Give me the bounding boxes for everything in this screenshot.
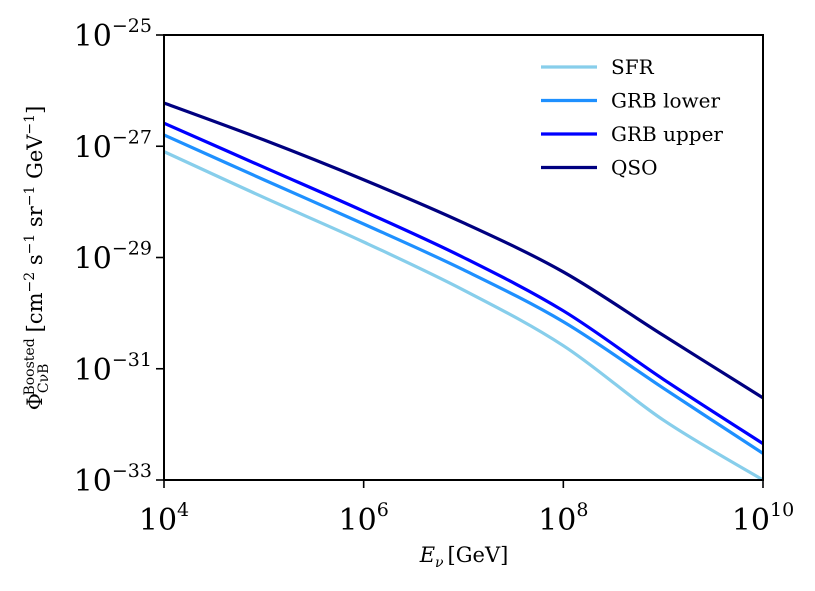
y-tick-label: 10−27 [74,126,152,165]
series-line-grb-upper [163,121,764,446]
x-tick-label: 1010 [732,499,794,538]
series-layer [163,101,764,482]
series-line-sfr [163,150,764,482]
plot-frame [163,34,764,481]
y-tick-label: 10−25 [74,15,152,54]
x-tick-label: 106 [339,499,389,538]
series-line-qso [163,101,764,400]
y-axis-label: ΦCνBBoosted[cm−2 s−1 sr−1 GeV−1] [22,106,52,411]
ticks-layer: 104 106 108 1010 10−25 10−27 10−29 10−31 10−33 [74,15,794,538]
legend-label: GRB lower [611,89,720,113]
x-tick-label: 104 [139,499,189,538]
y-tick-label: 10−31 [74,349,152,388]
y-tick-label: 10−29 [74,238,152,277]
y-axis-label-group: ΦCνBBoosted[cm−2 s−1 sr−1 GeV−1] [22,106,52,411]
series-line-grb-lower [163,133,764,455]
x-tick-label: 108 [538,499,588,538]
x-axis-label: Eν [GeV] [419,543,509,571]
legend-label: SFR [611,55,655,79]
legend-label: GRB upper [611,122,723,146]
y-tick-label: 10−33 [74,460,152,499]
legend: SFR GRB lower GRB upper QSO [541,55,723,180]
legend-label: QSO [611,156,658,180]
